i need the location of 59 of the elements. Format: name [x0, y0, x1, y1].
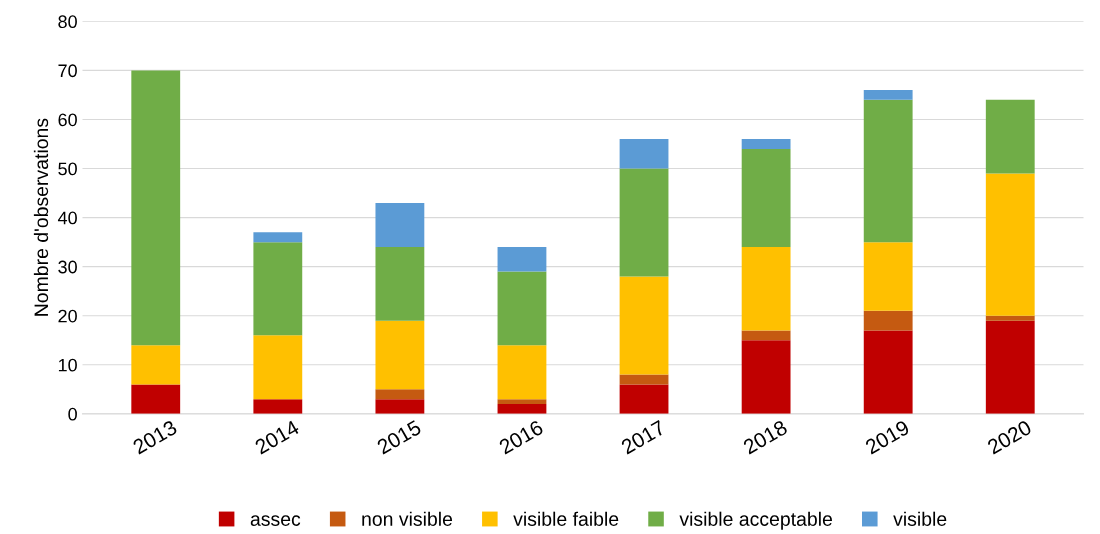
bar	[985, 99, 1035, 174]
y-tick-label: 50	[58, 162, 77, 176]
bar	[497, 345, 547, 400]
bar	[863, 310, 913, 331]
x-tick-label: 2015	[376, 419, 422, 455]
bar	[131, 384, 181, 414]
y-tick-label: 60	[58, 113, 77, 127]
y-tick-label: 80	[58, 15, 77, 29]
bar	[497, 404, 547, 414]
y-axis-title: Nombre d'observations	[33, 118, 49, 316]
bar	[619, 139, 669, 169]
legend-label: visible acceptable	[679, 511, 832, 530]
bar	[375, 389, 425, 400]
legend-label: non visible	[362, 511, 453, 526]
x-tick-label: 2017	[620, 419, 666, 455]
x-tick-label: 2020	[986, 419, 1033, 455]
bar	[497, 247, 547, 272]
bar	[375, 399, 425, 414]
bar	[131, 345, 181, 385]
bar	[985, 315, 1035, 321]
y-tick-label: 70	[58, 64, 77, 78]
bar	[253, 242, 303, 336]
bar	[497, 271, 547, 346]
bar	[253, 399, 303, 414]
bar	[253, 335, 303, 400]
y-tick-label: 40	[57, 211, 77, 225]
bar	[985, 173, 1035, 316]
x-tick-label: 2016	[498, 419, 545, 455]
bar	[863, 99, 913, 243]
y-tick-label: 20	[58, 309, 77, 323]
legend-label: visible	[893, 511, 947, 526]
bar	[375, 247, 425, 321]
bar	[985, 320, 1035, 414]
bar	[741, 247, 791, 331]
legend-label: visible faible	[513, 511, 619, 526]
bar	[375, 202, 425, 248]
bar	[741, 330, 791, 341]
legend-label: assec	[250, 515, 301, 526]
bar	[619, 276, 669, 375]
bar	[131, 70, 181, 346]
bar	[375, 320, 425, 390]
bar	[741, 139, 791, 149]
bar	[863, 242, 913, 311]
y-tick-label: 10	[58, 358, 77, 372]
x-tick-label: 2013	[132, 419, 178, 455]
bar	[619, 384, 669, 414]
bar	[863, 90, 913, 100]
x-tick-label: 2019	[864, 419, 911, 455]
y-tick-label: 30	[58, 260, 77, 274]
x-tick-label: 2014	[254, 419, 301, 455]
y-tick-label: 0	[68, 407, 77, 421]
bar	[497, 399, 547, 405]
bar	[741, 148, 791, 248]
bar	[741, 340, 791, 414]
x-tick-label: 2018	[742, 419, 789, 455]
bar	[619, 168, 669, 277]
bar	[863, 330, 913, 414]
bar	[253, 232, 303, 243]
bar	[619, 374, 669, 385]
